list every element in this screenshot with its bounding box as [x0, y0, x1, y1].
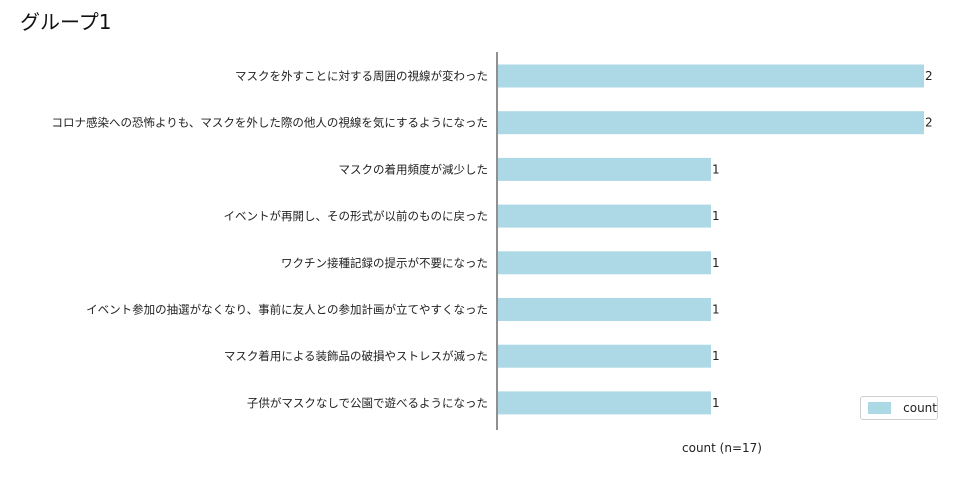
category-tick-label: イベントが再開し、その形式が以前のものに戻った — [224, 209, 489, 223]
bar — [498, 251, 711, 275]
category-tick-label: コロナ感染への恐怖よりも、マスクを外した際の他人の視線を気にするようになった — [51, 116, 488, 130]
legend-label: count — [903, 401, 937, 415]
bar-value-label: 1 — [712, 209, 720, 223]
bar — [498, 157, 711, 181]
bar — [498, 64, 924, 88]
bar-value-label: 1 — [712, 162, 720, 176]
bar — [498, 204, 711, 228]
chart-legend: count — [860, 396, 938, 420]
category-tick-label: マスクの着用頻度が減少した — [339, 162, 489, 176]
bar-value-label: 1 — [712, 349, 720, 363]
bar — [498, 391, 711, 415]
category-tick-label: マスク着用による装飾品の破損やストレスが減った — [224, 349, 488, 363]
bar-value-label: 1 — [712, 303, 720, 317]
page-title: グループ1 — [20, 10, 112, 34]
bar-value-label: 2 — [925, 69, 933, 83]
bar-value-label: 2 — [925, 116, 933, 130]
category-tick-label: マスクを外すことに対する周囲の視線が変わった — [235, 69, 488, 83]
bar — [498, 111, 924, 135]
category-tick-label: 子供がマスクなしで公園で遊べるようになった — [247, 396, 488, 410]
category-tick-label: イベント参加の抽選がなくなり、事前に友人との参加計画が立てやすくなった — [86, 303, 488, 317]
bar — [498, 344, 711, 368]
bar — [498, 298, 711, 321]
bar-value-label: 1 — [712, 256, 720, 270]
category-tick-label: ワクチン接種記録の提示が不要になった — [281, 256, 488, 270]
legend-swatch — [868, 402, 892, 414]
bar-value-label: 1 — [712, 396, 720, 410]
x-axis-label: count (n=17) — [682, 441, 762, 455]
